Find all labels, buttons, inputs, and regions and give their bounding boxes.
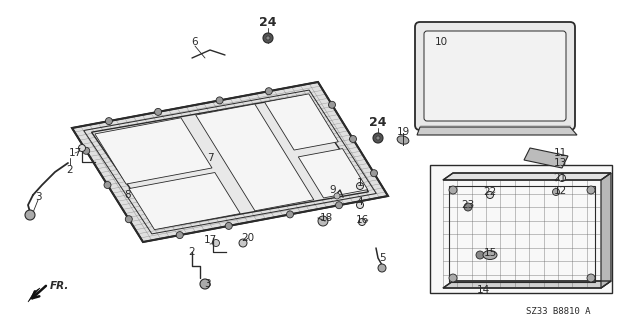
Polygon shape: [28, 288, 40, 302]
Text: 3: 3: [204, 279, 211, 289]
Circle shape: [464, 203, 472, 211]
Text: 6: 6: [192, 37, 198, 47]
Text: 3: 3: [35, 192, 42, 202]
Circle shape: [176, 232, 183, 239]
Circle shape: [225, 222, 232, 229]
Circle shape: [449, 274, 457, 282]
Text: 1: 1: [356, 178, 364, 188]
Circle shape: [104, 181, 111, 188]
Text: 21: 21: [554, 173, 566, 183]
Ellipse shape: [483, 251, 497, 260]
Circle shape: [263, 33, 273, 43]
Text: 12: 12: [554, 186, 566, 196]
Text: 11: 11: [554, 148, 566, 158]
Circle shape: [349, 135, 356, 142]
Circle shape: [356, 202, 364, 209]
Polygon shape: [95, 118, 212, 184]
Polygon shape: [72, 82, 388, 242]
Circle shape: [212, 239, 220, 246]
Polygon shape: [298, 148, 368, 198]
Polygon shape: [196, 104, 314, 211]
Polygon shape: [601, 173, 611, 288]
Text: 5: 5: [379, 253, 385, 263]
Polygon shape: [443, 281, 611, 288]
Polygon shape: [430, 165, 612, 293]
Polygon shape: [92, 95, 369, 228]
Text: 17: 17: [68, 148, 82, 158]
Circle shape: [216, 97, 223, 104]
Text: 7: 7: [207, 153, 213, 163]
Text: 17: 17: [204, 235, 216, 245]
Text: 19: 19: [396, 127, 410, 137]
Text: 2: 2: [189, 247, 195, 257]
Circle shape: [373, 133, 383, 143]
Text: SZ33 B8810 A: SZ33 B8810 A: [525, 308, 590, 316]
Circle shape: [378, 264, 386, 272]
Text: 16: 16: [355, 215, 369, 225]
Circle shape: [266, 88, 272, 95]
Circle shape: [239, 239, 247, 247]
Text: 22: 22: [483, 187, 497, 197]
Text: 20: 20: [241, 233, 255, 243]
Circle shape: [155, 108, 161, 116]
Circle shape: [376, 136, 380, 140]
Text: 18: 18: [319, 213, 333, 223]
Circle shape: [334, 193, 340, 199]
Circle shape: [358, 219, 365, 226]
Text: 10: 10: [435, 37, 447, 47]
Text: 8: 8: [125, 190, 131, 200]
Circle shape: [106, 117, 113, 124]
Text: 9: 9: [330, 185, 336, 195]
Circle shape: [587, 274, 595, 282]
Circle shape: [356, 182, 364, 189]
Text: FR.: FR.: [50, 281, 69, 291]
Text: 13: 13: [554, 158, 566, 168]
Circle shape: [125, 216, 132, 223]
Circle shape: [79, 145, 86, 151]
FancyBboxPatch shape: [424, 31, 566, 121]
Circle shape: [335, 202, 342, 209]
Circle shape: [200, 279, 210, 289]
Text: 15: 15: [483, 248, 497, 258]
Text: 24: 24: [369, 116, 387, 130]
Circle shape: [486, 191, 493, 198]
Text: 2: 2: [67, 165, 74, 175]
Circle shape: [476, 251, 484, 259]
Circle shape: [318, 216, 328, 226]
Polygon shape: [264, 94, 339, 150]
Polygon shape: [443, 173, 611, 180]
Text: 14: 14: [476, 285, 490, 295]
Circle shape: [83, 147, 90, 154]
Circle shape: [587, 186, 595, 194]
Text: 23: 23: [461, 200, 475, 210]
Polygon shape: [417, 127, 577, 135]
Circle shape: [266, 36, 270, 40]
Circle shape: [25, 210, 35, 220]
FancyBboxPatch shape: [415, 22, 575, 130]
Circle shape: [449, 186, 457, 194]
Ellipse shape: [397, 136, 409, 144]
Polygon shape: [129, 172, 240, 230]
Circle shape: [371, 170, 378, 177]
Circle shape: [559, 174, 566, 181]
Circle shape: [328, 101, 335, 108]
Text: 4: 4: [356, 197, 364, 207]
Circle shape: [287, 211, 294, 218]
Circle shape: [552, 188, 559, 196]
Text: 24: 24: [259, 15, 276, 28]
Polygon shape: [524, 148, 568, 168]
